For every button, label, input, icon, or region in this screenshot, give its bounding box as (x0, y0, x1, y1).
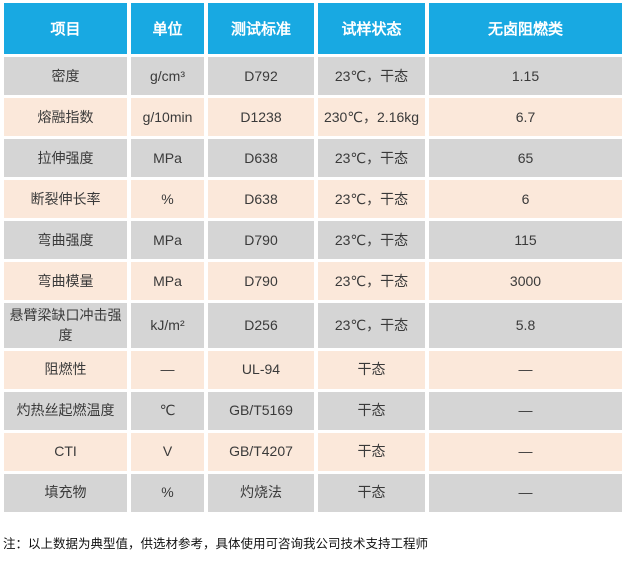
table-header-row: 项目 单位 测试标准 试样状态 无卤阻燃类 (4, 3, 622, 54)
cell-item: 弯曲强度 (4, 221, 127, 259)
cell-standard: 灼烧法 (208, 473, 314, 512)
table-row: 阻燃性 — UL-94 干态 — (4, 350, 622, 389)
cell-unit: g/cm³ (131, 57, 204, 95)
cell-unit: % (131, 180, 204, 218)
cell-condition: 23℃，干态 (318, 221, 425, 259)
cell-condition: 23℃，干态 (318, 57, 425, 95)
cell-unit: g/10min (131, 98, 204, 136)
table-row: 密度 g/cm³ D792 23℃，干态 1.15 (4, 57, 622, 95)
cell-value: — (429, 432, 622, 471)
cell-condition: 干态 (318, 473, 425, 512)
cell-unit: MPa (131, 262, 204, 300)
cell-condition: 干态 (318, 391, 425, 430)
cell-unit: % (131, 473, 204, 512)
cell-unit: — (131, 350, 204, 389)
table-row: CTI V GB/T4207 干态 — (4, 432, 622, 471)
cell-item: 悬臂梁缺口冲击强度 (4, 303, 127, 348)
cell-standard: D638 (208, 180, 314, 218)
cell-standard: D1238 (208, 98, 314, 136)
cell-standard: D792 (208, 57, 314, 95)
cell-condition: 23℃，干态 (318, 180, 425, 218)
col-header-item: 项目 (4, 3, 127, 54)
table-body: 密度 g/cm³ D792 23℃，干态 1.15 熔融指数 g/10min D… (4, 57, 622, 512)
cell-value: 6 (429, 180, 622, 218)
cell-unit: ℃ (131, 391, 204, 430)
cell-condition: 23℃，干态 (318, 303, 425, 348)
cell-item: 熔融指数 (4, 98, 127, 136)
col-header-condition: 试样状态 (318, 3, 425, 54)
cell-item: 阻燃性 (4, 350, 127, 389)
cell-value: 115 (429, 221, 622, 259)
cell-item: 灼热丝起燃温度 (4, 391, 127, 430)
cell-value: 3000 (429, 262, 622, 300)
cell-item: CTI (4, 432, 127, 471)
cell-item: 填充物 (4, 473, 127, 512)
cell-item: 断裂伸长率 (4, 180, 127, 218)
table-row: 弯曲强度 MPa D790 23℃，干态 115 (4, 221, 622, 259)
cell-value: — (429, 350, 622, 389)
cell-unit: MPa (131, 221, 204, 259)
cell-standard: D256 (208, 303, 314, 348)
cell-value: 5.8 (429, 303, 622, 348)
cell-value: 1.15 (429, 57, 622, 95)
table-row: 悬臂梁缺口冲击强度 kJ/m² D256 23℃，干态 5.8 (4, 303, 622, 348)
col-header-unit: 单位 (131, 3, 204, 54)
table-row: 弯曲模量 MPa D790 23℃，干态 3000 (4, 262, 622, 300)
cell-unit: MPa (131, 139, 204, 177)
cell-standard: GB/T5169 (208, 391, 314, 430)
table-row: 拉伸强度 MPa D638 23℃，干态 65 (4, 139, 622, 177)
col-header-standard: 测试标准 (208, 3, 314, 54)
table-row: 灼热丝起燃温度 ℃ GB/T5169 干态 — (4, 391, 622, 430)
cell-standard: UL-94 (208, 350, 314, 389)
cell-condition: 干态 (318, 350, 425, 389)
table-row: 熔融指数 g/10min D1238 230℃，2.16kg 6.7 (4, 98, 622, 136)
table-row: 断裂伸长率 % D638 23℃，干态 6 (4, 180, 622, 218)
footnote: 注：以上数据为典型值，供选材参考，具体使用可咨询我公司技术支持工程师 (3, 536, 429, 551)
cell-value: 6.7 (429, 98, 622, 136)
col-header-grade: 无卤阻燃类 (429, 3, 622, 54)
cell-item: 密度 (4, 57, 127, 95)
cell-standard: D790 (208, 262, 314, 300)
material-spec-table: 项目 单位 测试标准 试样状态 无卤阻燃类 密度 g/cm³ D792 23℃，… (4, 3, 622, 512)
cell-standard: D790 (208, 221, 314, 259)
cell-standard: GB/T4207 (208, 432, 314, 471)
cell-unit: V (131, 432, 204, 471)
cell-standard: D638 (208, 139, 314, 177)
cell-item: 弯曲模量 (4, 262, 127, 300)
table-row: 填充物 % 灼烧法 干态 — (4, 473, 622, 512)
cell-value: — (429, 473, 622, 512)
cell-condition: 230℃，2.16kg (318, 98, 425, 136)
cell-value: — (429, 391, 622, 430)
cell-condition: 23℃，干态 (318, 139, 425, 177)
cell-condition: 23℃，干态 (318, 262, 425, 300)
cell-item: 拉伸强度 (4, 139, 127, 177)
cell-condition: 干态 (318, 432, 425, 471)
cell-value: 65 (429, 139, 622, 177)
cell-unit: kJ/m² (131, 303, 204, 348)
